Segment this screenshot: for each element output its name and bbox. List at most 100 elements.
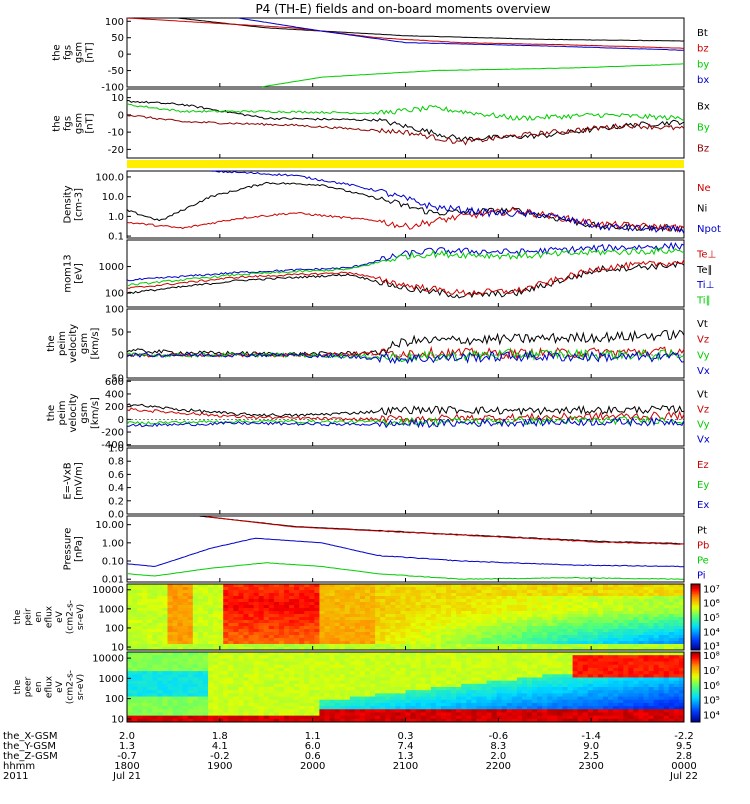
heatmap-cell-ion_spectrogram-24-15 (249, 629, 254, 632)
heatmap-cell-electron_spectrogram-37-11 (314, 687, 319, 691)
heatmap-cell-ion_spectrogram-58-0 (421, 584, 426, 587)
heatmap-cell-ion_spectrogram-57-8 (416, 608, 421, 611)
heatmap-cell-electron_spectrogram-62-9 (441, 681, 446, 685)
heatmap-cell-ion_spectrogram-62-10 (441, 614, 446, 617)
heatmap-cell-electron_spectrogram-82-20 (542, 716, 547, 720)
heatmap-cell-ion_spectrogram-14-9 (198, 611, 203, 614)
heatmap-cell-electron_spectrogram-62-19 (441, 712, 446, 716)
heatmap-cell-electron_spectrogram-65-0 (456, 652, 461, 656)
heatmap-cell-electron_spectrogram-68-0 (471, 652, 476, 656)
heatmap-cell-electron_spectrogram-75-4 (507, 665, 512, 669)
heatmap-cell-ion_spectrogram-50-20 (380, 644, 385, 647)
heatmap-cell-ion_spectrogram-75-1 (507, 587, 512, 590)
heatmap-cell-electron_spectrogram-88-14 (573, 697, 578, 701)
heatmap-cell-ion_spectrogram-27-14 (264, 626, 269, 629)
heatmap-cell-electron_spectrogram-83-11 (547, 687, 552, 691)
heatmap-cell-ion_spectrogram-69-1 (476, 587, 481, 590)
heatmap-cell-ion_spectrogram-93-2 (598, 590, 603, 593)
heatmap-cell-electron_spectrogram-104-5 (654, 668, 659, 672)
heatmap-cell-electron_spectrogram-1-9 (132, 681, 137, 685)
heatmap-cell-ion_spectrogram-13-4 (193, 596, 198, 599)
heatmap-cell-ion_spectrogram-80-7 (532, 605, 537, 608)
heatmap-cell-electron_spectrogram-73-16 (497, 703, 502, 707)
heatmap-cell-ion_spectrogram-62-3 (441, 593, 446, 596)
heatmap-cell-electron_spectrogram-59-9 (426, 681, 431, 685)
heatmap-cell-ion_spectrogram-102-20 (643, 644, 648, 647)
heatmap-cell-electron_spectrogram-50-12 (380, 690, 385, 694)
heatmap-cell-ion_spectrogram-33-20 (294, 644, 299, 647)
heatmap-cell-electron_spectrogram-103-0 (649, 652, 654, 656)
series-fgs_gse_detrend-bx-0 (127, 101, 684, 142)
heatmap-cell-ion_spectrogram-104-8 (654, 608, 659, 611)
heatmap-cell-ion_spectrogram-20-17 (228, 635, 233, 638)
heatmap-cell-electron_spectrogram-99-4 (628, 665, 633, 669)
heatmap-cell-electron_spectrogram-37-12 (314, 690, 319, 694)
heatmap-cell-electron_spectrogram-102-0 (643, 652, 648, 656)
heatmap-cell-ion_spectrogram-56-16 (411, 632, 416, 635)
heatmap-cell-ion_spectrogram-97-9 (618, 611, 623, 614)
heatmap-cell-ion_spectrogram-54-19 (400, 641, 405, 644)
heatmap-cell-ion_spectrogram-75-20 (507, 644, 512, 647)
heatmap-cell-ion_spectrogram-82-18 (542, 638, 547, 641)
heatmap-cell-electron_spectrogram-15-16 (203, 703, 208, 707)
heatmap-cell-electron_spectrogram-5-5 (152, 668, 157, 672)
heatmap-cell-ion_spectrogram-62-13 (441, 623, 446, 626)
heatmap-cell-ion_spectrogram-45-13 (355, 623, 360, 626)
heatmap-cell-ion_spectrogram-26-8 (259, 608, 264, 611)
heatmap-cell-ion_spectrogram-26-1 (259, 587, 264, 590)
heatmap-cell-ion_spectrogram-42-12 (340, 620, 345, 623)
heatmap-cell-ion_spectrogram-63-7 (446, 605, 451, 608)
heatmap-cell-ion_spectrogram-29-18 (274, 638, 279, 641)
heatmap-cell-electron_spectrogram-94-6 (603, 671, 608, 675)
heatmap-cell-ion_spectrogram-95-3 (608, 593, 613, 596)
heatmap-cell-electron_spectrogram-70-6 (481, 671, 486, 675)
heatmap-cell-electron_spectrogram-82-3 (542, 662, 547, 666)
heatmap-cell-electron_spectrogram-61-19 (436, 712, 441, 716)
heatmap-cell-electron_spectrogram-9-16 (173, 703, 178, 707)
ylabel-fgs_gsm-2: gsm (74, 42, 85, 63)
heatmap-cell-electron_spectrogram-67-11 (466, 687, 471, 691)
heatmap-cell-electron_spectrogram-82-6 (542, 671, 547, 675)
heatmap-cell-electron_spectrogram-100-18 (633, 709, 638, 713)
heatmap-cell-electron_spectrogram-18-8 (218, 677, 223, 681)
heatmap-cell-ion_spectrogram-44-4 (350, 596, 355, 599)
heatmap-cell-ion_spectrogram-40-19 (330, 641, 335, 644)
heatmap-cell-ion_spectrogram-1-4 (132, 596, 137, 599)
heatmap-cell-ion_spectrogram-21-14 (233, 626, 238, 629)
heatmap-cell-electron_spectrogram-80-2 (532, 658, 537, 662)
heatmap-cell-electron_spectrogram-79-19 (527, 712, 532, 716)
heatmap-cell-ion_spectrogram-48-14 (370, 626, 375, 629)
heatmap-cell-electron_spectrogram-46-12 (360, 690, 365, 694)
heatmap-cell-electron_spectrogram-27-17 (264, 706, 269, 710)
heatmap-cell-ion_spectrogram-78-10 (522, 614, 527, 617)
heatmap-cell-ion_spectrogram-52-0 (390, 584, 395, 587)
heatmap-cell-electron_spectrogram-39-0 (324, 652, 329, 656)
heatmap-cell-ion_spectrogram-26-12 (259, 620, 264, 623)
heatmap-cell-ion_spectrogram-108-3 (674, 593, 679, 596)
heatmap-cell-ion_spectrogram-7-17 (162, 635, 167, 638)
heatmap-cell-ion_spectrogram-68-13 (471, 623, 476, 626)
heatmap-cell-ion_spectrogram-28-1 (269, 587, 274, 590)
heatmap-cell-ion_spectrogram-37-9 (314, 611, 319, 614)
heatmap-cell-ion_spectrogram-85-15 (557, 629, 562, 632)
heatmap-cell-ion_spectrogram-3-3 (142, 593, 147, 596)
heatmap-cell-ion_spectrogram-103-12 (649, 620, 654, 623)
heatmap-cell-ion_spectrogram-22-2 (238, 590, 243, 593)
heatmap-cell-electron_spectrogram-98-15 (623, 700, 628, 704)
heatmap-cell-electron_spectrogram-64-17 (451, 706, 456, 710)
heatmap-cell-ion_spectrogram-75-18 (507, 638, 512, 641)
heatmap-cell-electron_spectrogram-91-7 (588, 674, 593, 678)
heatmap-cell-electron_spectrogram-9-0 (173, 652, 178, 656)
heatmap-cell-ion_spectrogram-67-14 (466, 626, 471, 629)
heatmap-cell-electron_spectrogram-88-7 (573, 674, 578, 678)
heatmap-cell-ion_spectrogram-43-9 (345, 611, 350, 614)
heatmap-cell-electron_spectrogram-9-10 (173, 684, 178, 688)
heatmap-cell-ion_spectrogram-1-5 (132, 599, 137, 602)
heatmap-cell-electron_spectrogram-101-20 (638, 716, 643, 720)
heatmap-cell-ion_spectrogram-91-12 (588, 620, 593, 623)
heatmap-cell-ion_spectrogram-65-12 (456, 620, 461, 623)
heatmap-cell-electron_spectrogram-18-19 (218, 712, 223, 716)
heatmap-cell-ion_spectrogram-5-15 (152, 629, 157, 632)
heatmap-cell-ion_spectrogram-35-14 (304, 626, 309, 629)
